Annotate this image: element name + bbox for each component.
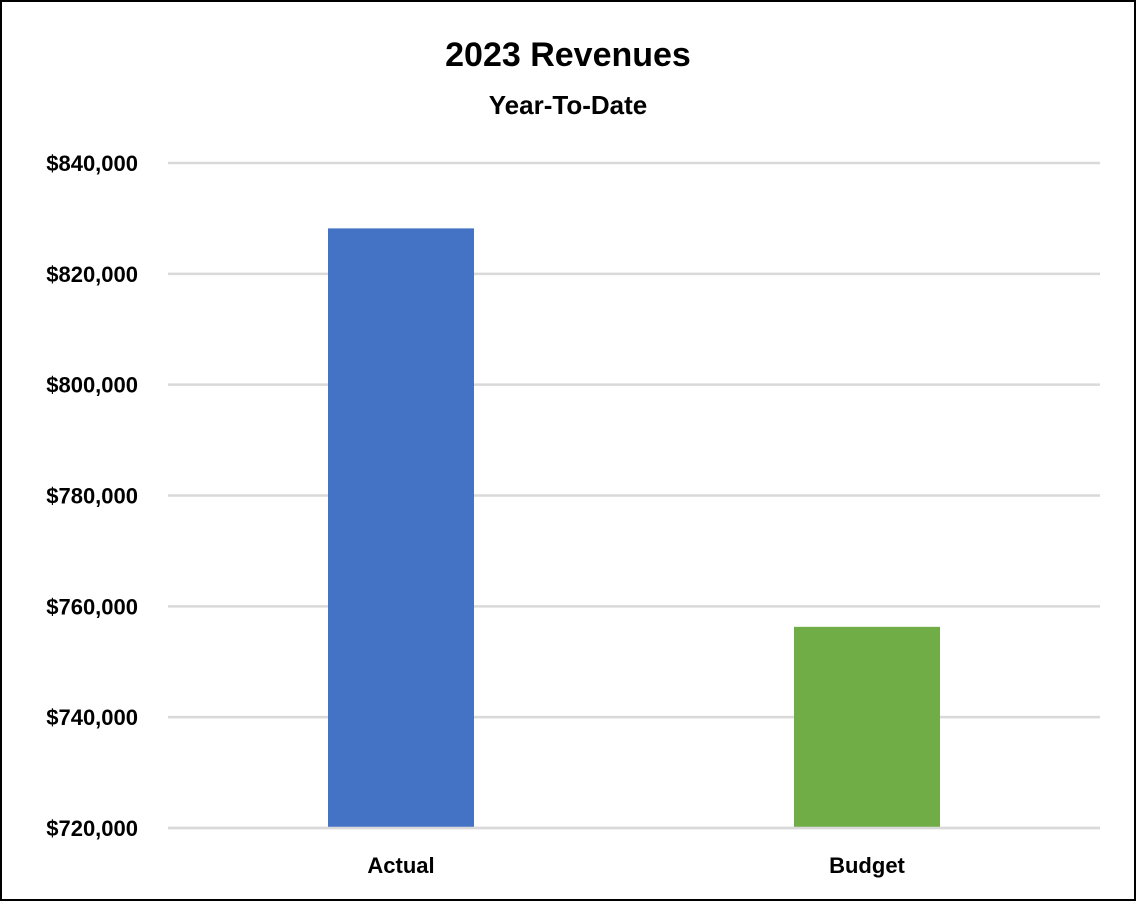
y-tick-label: $840,000 (46, 151, 138, 176)
bar-budget (794, 626, 940, 828)
gridlines (168, 161, 1100, 830)
bars (328, 228, 940, 828)
y-tick-label: $820,000 (46, 262, 138, 287)
y-tick-label: $780,000 (46, 484, 138, 509)
x-tick-label: Budget (829, 853, 905, 878)
y-tick-label: $760,000 (46, 594, 138, 619)
y-tick-label: $720,000 (46, 816, 138, 841)
chart-subtitle: Year-To-Date (488, 90, 648, 120)
y-tick-label: $740,000 (46, 705, 138, 730)
chart-title: 2023 Revenues (445, 36, 691, 74)
y-axis: $720,000 $740,000 $760,000 $780,000 $800,000… (46, 151, 138, 841)
x-axis: Actual Budget (168, 826, 1100, 878)
bar-actual (328, 228, 474, 828)
y-tick-label: $800,000 (46, 373, 138, 398)
x-tick-label: Actual (367, 853, 434, 878)
